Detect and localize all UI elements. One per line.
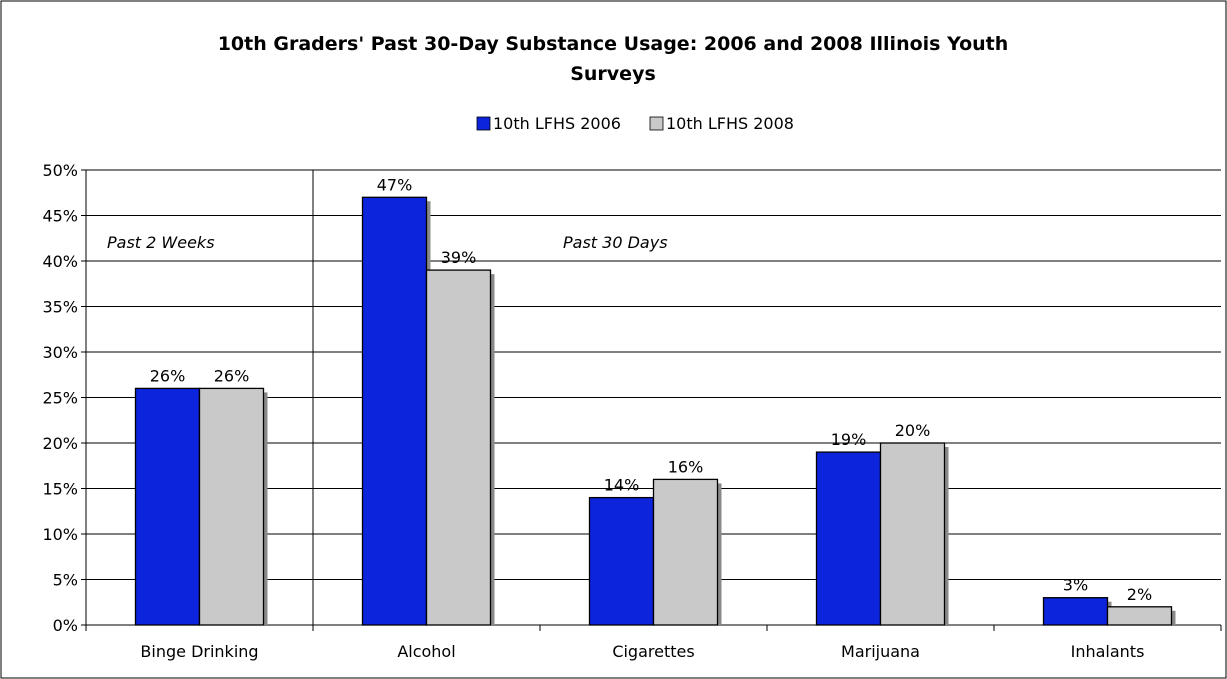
data-label: 3%	[1063, 576, 1088, 595]
y-tick-label: 40%	[42, 252, 78, 271]
legend: 10th LFHS 2006 10th LFHS 2008	[476, 114, 794, 133]
bar	[652, 478, 719, 626]
bar	[588, 496, 655, 626]
data-label: 47%	[377, 175, 413, 194]
x-category-label: Binge Drinking	[140, 642, 258, 661]
legend-label-2008: 10th LFHS 2008	[666, 114, 794, 133]
bar	[879, 442, 946, 626]
data-label: 14%	[604, 476, 640, 495]
y-tick-label: 0%	[53, 616, 78, 635]
bar	[361, 196, 428, 626]
bar	[1106, 606, 1173, 626]
legend-label-2006: 10th LFHS 2006	[493, 114, 621, 133]
bar	[815, 451, 882, 626]
chart-title-line-2: Surveys	[570, 63, 656, 85]
data-label: 26%	[150, 366, 186, 385]
y-tick-label: 5%	[53, 571, 78, 590]
y-tick-label: 50%	[42, 161, 78, 180]
data-label: 2%	[1127, 585, 1152, 604]
y-tick-label: 10%	[42, 525, 78, 544]
chart-title-line-1: 10th Graders' Past 30-Day Substance Usag…	[218, 33, 1009, 55]
x-category-label: Marijuana	[841, 642, 920, 661]
y-tick-label: 25%	[42, 389, 78, 408]
x-category-label: Cigarettes	[612, 642, 694, 661]
bar	[425, 269, 492, 626]
y-tick-label: 20%	[42, 434, 78, 453]
data-label: 26%	[214, 366, 250, 385]
y-tick-label: 30%	[42, 343, 78, 362]
annotation-past-30-days: Past 30 Days	[563, 233, 668, 252]
x-category-label: Inhalants	[1071, 642, 1145, 661]
annotation-past-2-weeks: Past 2 Weeks	[107, 233, 215, 252]
bar	[198, 387, 265, 626]
data-label: 39%	[441, 248, 477, 267]
bar	[1042, 597, 1109, 626]
data-label: 16%	[668, 457, 704, 476]
x-category-label: Alcohol	[397, 642, 455, 661]
data-label: 19%	[831, 430, 867, 449]
y-tick-label: 45%	[42, 207, 78, 226]
bar	[134, 387, 201, 626]
data-label: 20%	[895, 421, 931, 440]
y-tick-label: 35%	[42, 298, 78, 317]
legend-swatch-2008	[649, 116, 664, 131]
legend-swatch-2006	[476, 116, 491, 131]
plot-area: 0% 5% 10% 15% 20% 25% 30% 35% 40% 45% 50% Binge Dri…	[42, 161, 1222, 661]
y-tick-label: 15%	[42, 480, 78, 499]
